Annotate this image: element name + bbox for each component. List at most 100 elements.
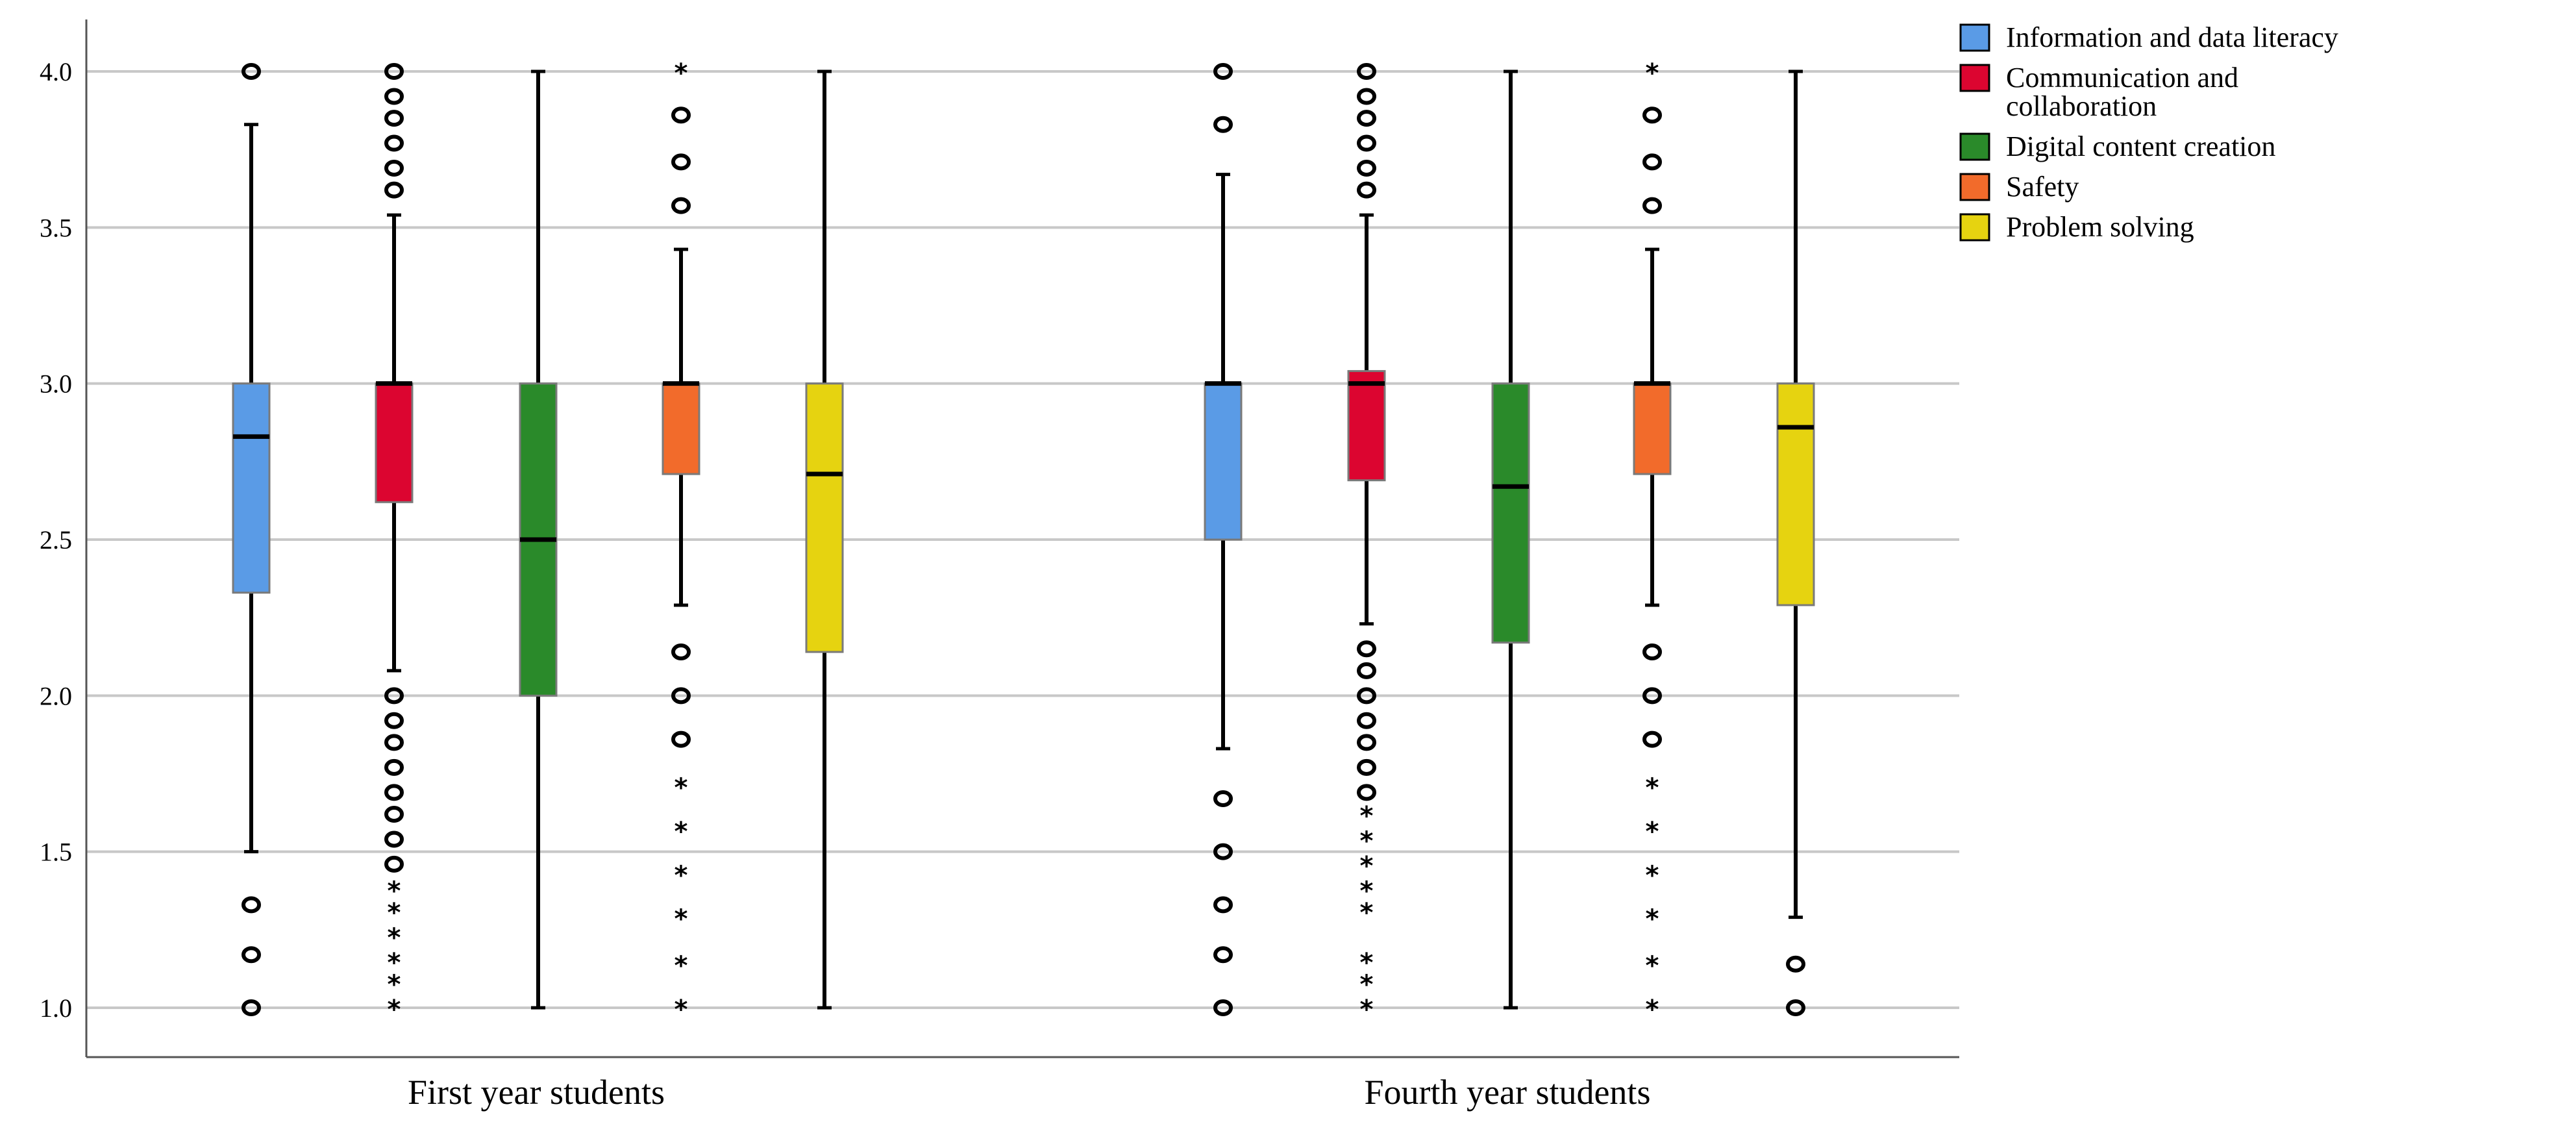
legend-label-line: Digital content creation [2006,131,2275,162]
y-tick-label: 3.5 [40,213,72,242]
box-iqr [1204,382,1243,541]
outlier-circle [1357,712,1376,729]
outlier-circle [671,731,691,748]
legend: Information and data literacy Communicati… [1959,21,2338,243]
outlier-star: * [388,948,401,978]
legend-label-line: Information and data literacy [2006,21,2338,53]
outlier-circle [242,946,261,964]
outlier-circle [384,712,404,729]
box-plot-item [662,247,700,607]
box-plot-item [519,69,558,1010]
x-category-label: First year students [408,1073,665,1112]
outlier-circle [384,63,404,80]
outlier-circle [1786,955,1805,973]
outlier-star: * [675,860,688,890]
outlier-star: * [1646,58,1659,88]
outlier-star: * [1360,948,1374,978]
outlier-star: * [675,773,688,803]
box-plot-item [1633,247,1672,607]
outlier-star: * [675,58,688,88]
outlier-circle [1357,181,1376,199]
outlier-circle [1357,784,1376,801]
box-plot-item [1347,213,1386,626]
outlier-circle [384,831,404,848]
outlier-circle [1357,758,1376,776]
box-layer [232,69,1815,1010]
legend-label-line: Safety [2006,171,2079,203]
outlier-circle [1357,110,1376,127]
box-plot-item [232,123,271,854]
box-plot-item [375,213,414,673]
x-category-label: Fourth year students [1365,1073,1651,1112]
box-iqr [805,382,844,653]
legend-label: Digital content creation [2006,131,2275,162]
outlier-star: * [1360,826,1374,856]
outlier-star: * [1360,801,1374,831]
outlier-circle [1213,63,1233,80]
y-tick-label: 4.0 [40,57,72,86]
outlier-circle [384,110,404,127]
outlier-circle [1357,88,1376,105]
y-tick-label: 3.0 [40,369,72,399]
outlier-star: * [1646,817,1659,847]
axis-layer: 1.0 1.5 2.0 2.5 3.0 3.5 4.0 First year students… [40,19,1959,1112]
box-plot-item [1491,69,1530,1010]
box-iqr [1491,382,1530,644]
outlier-circle [1642,687,1662,705]
outlier-star: * [388,970,401,1000]
legend-swatch [1959,64,1990,92]
box-iqr [1347,369,1386,482]
box-iqr [662,382,700,475]
outlier-circle [671,153,691,171]
outlier-star: * [1360,876,1374,906]
legend-label: Problem solving [2006,211,2194,243]
outlier-star: * [675,905,688,934]
box-iqr [375,382,414,503]
box-iqr [1633,382,1672,475]
box-iqr [232,382,271,594]
outlier-circle [1642,153,1662,171]
legend-label: Safety [2006,171,2079,203]
outlier-circle [1357,640,1376,658]
outlier-star: * [388,995,401,1025]
outlier-star: * [675,817,688,847]
y-tick-label: 1.5 [40,838,72,867]
outlier-star: * [675,995,688,1025]
box-iqr [1776,382,1815,606]
outlier-circle [671,106,691,124]
legend-label: Information and data literacy [2006,21,2338,53]
outlier-circle [1213,946,1233,964]
outlier-star: * [1360,995,1374,1025]
outlier-circle [1357,160,1376,177]
outlier-star: * [388,876,401,906]
outlier-circle [384,687,404,705]
outlier-circle [384,181,404,199]
outlier-star: * [1360,970,1374,1000]
outlier-circle [671,643,691,661]
box-plot-item [805,69,844,1010]
outlier-circle [384,758,404,776]
outlier-circle [1357,63,1376,80]
outlier-circle [1357,687,1376,705]
y-tick-label: 2.0 [40,681,72,710]
outlier-circle [1213,896,1233,914]
outlier-circle [1642,731,1662,748]
outlier-circle [384,160,404,177]
outlier-star: * [1360,851,1374,881]
box-plot-item [1204,173,1243,751]
outlier-circle [1642,643,1662,661]
legend-swatch [1959,213,1990,242]
outlier-star: * [1360,898,1374,928]
outlier-star: * [388,898,401,928]
outlier-star: * [1646,860,1659,890]
outlier-circle [671,687,691,705]
outlier-circle [384,805,404,823]
outlier-star: * [1646,905,1659,934]
outlier-circle [1213,790,1233,807]
outlier-circle [671,197,691,214]
legend-swatch [1959,173,1990,201]
outlier-circle [1213,999,1233,1016]
outlier-circle [1642,106,1662,124]
legend-label-line: Problem solving [2006,211,2194,243]
